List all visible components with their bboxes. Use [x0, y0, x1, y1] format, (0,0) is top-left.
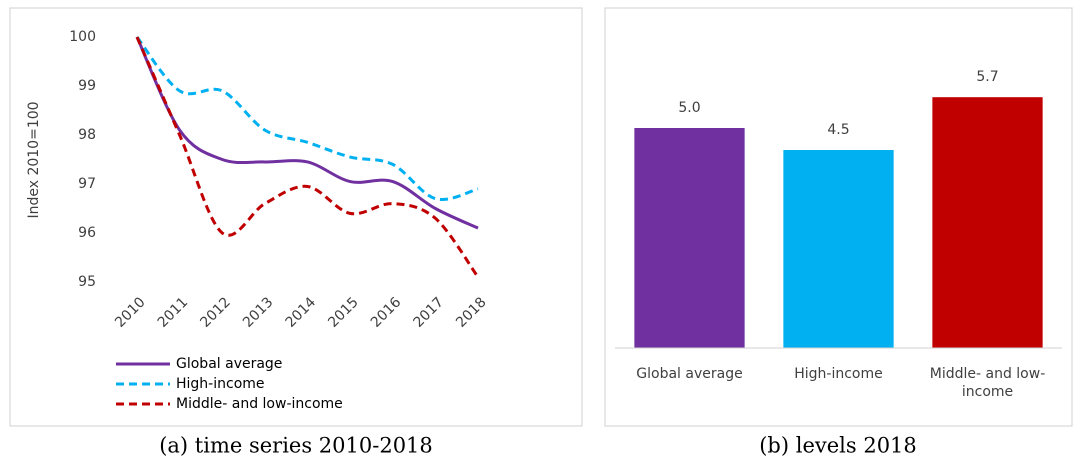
panel-a	[9, 7, 583, 427]
x-tick-label: 2011	[155, 294, 192, 331]
x-tick-label: 2014	[283, 294, 320, 331]
legend-label: Middle- and low-income	[176, 396, 343, 412]
x-tick-label: 2013	[240, 294, 277, 331]
data-label: 4.5	[827, 122, 849, 138]
x-tick-label: 2017	[411, 294, 448, 331]
line	[135, 36, 479, 202]
x-tick-label: 2016	[368, 294, 405, 331]
y-tick-label: 96	[78, 225, 96, 241]
x-tick-label: Middle- and low-income	[929, 366, 1046, 400]
bar	[783, 150, 894, 348]
x-tick-label: 2012	[197, 294, 234, 331]
legend-label: Global average	[176, 356, 282, 372]
data-label: 5.7	[976, 69, 998, 85]
x-tick-label: Global average	[636, 366, 743, 382]
bar	[634, 128, 745, 348]
legend-label: High-income	[176, 376, 265, 392]
x-tick-label: 2015	[325, 294, 362, 331]
y-tick-label: 99	[78, 78, 96, 94]
data-label: 5.0	[678, 100, 700, 116]
y-tick-label: 98	[78, 127, 96, 143]
caption: (a) time series 2010-2018	[159, 434, 433, 458]
x-tick-label: High-income	[794, 366, 883, 382]
y-axis-label: Index 2010=100	[26, 101, 42, 218]
y-tick-label: 95	[78, 274, 96, 290]
line	[135, 36, 480, 278]
bar	[932, 97, 1043, 348]
caption: (b) levels 2018	[759, 434, 917, 458]
y-tick-label: 100	[69, 29, 96, 45]
y-tick-label: 97	[78, 176, 96, 192]
panel-b	[604, 7, 1073, 427]
line	[135, 36, 479, 230]
x-tick-label: 2018	[453, 294, 490, 331]
x-tick-label: 2010	[112, 294, 149, 331]
